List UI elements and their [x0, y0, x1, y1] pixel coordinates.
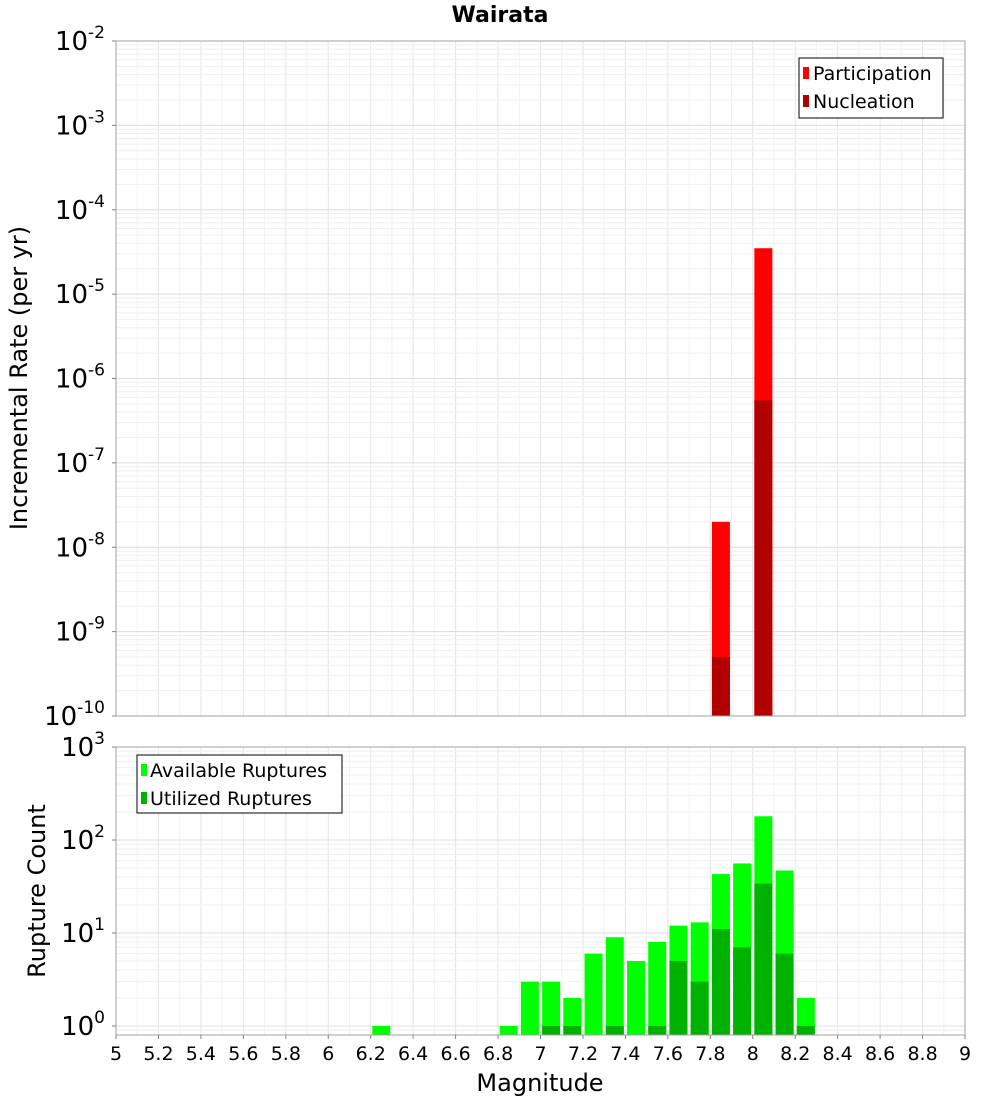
- top-y-tick-label: 10-4: [55, 192, 105, 226]
- legend-swatch-available: [141, 764, 147, 776]
- top-y-axis-label: Incremental Rate (per yr): [5, 226, 33, 530]
- available-ruptures-bar: [605, 937, 624, 1035]
- available-ruptures-bar: [563, 997, 582, 1035]
- utilized-ruptures-bar: [563, 1025, 582, 1035]
- x-tick-label: 8.8: [907, 1043, 937, 1065]
- x-tick-label: 8: [747, 1043, 759, 1065]
- x-tick-label: 6.8: [483, 1043, 513, 1065]
- x-tick-label: 5: [110, 1043, 122, 1065]
- top-y-tick-label: 10-3: [55, 107, 105, 141]
- available-ruptures-bar: [648, 942, 667, 1035]
- top-y-tick-label: 10-7: [55, 445, 105, 479]
- top-y-tick-label: 10-10: [44, 698, 105, 732]
- x-tick-label: 8.4: [823, 1043, 853, 1065]
- bottom-y-tick-label: 101: [61, 915, 105, 949]
- x-tick-label: 7: [534, 1043, 546, 1065]
- utilized-ruptures-bar: [754, 883, 773, 1035]
- utilized-ruptures-bar: [711, 929, 730, 1035]
- x-axis-label: Magnitude: [476, 1069, 603, 1097]
- top-y-tick-label: 10-9: [55, 614, 105, 648]
- legend-swatch-nucleation: [803, 95, 809, 107]
- bottom-y-tick-label: 100: [61, 1008, 105, 1042]
- top-y-tick-label: 10-5: [55, 276, 105, 310]
- available-ruptures-bar: [520, 981, 539, 1035]
- x-tick-label: 7.8: [695, 1043, 725, 1065]
- rate-bar-nucleation: [754, 400, 773, 716]
- x-tick-label: 7.6: [653, 1043, 683, 1065]
- utilized-ruptures-bar: [796, 1025, 815, 1035]
- x-tick-label: 8.2: [780, 1043, 810, 1065]
- bottom-y-tick-label: 103: [61, 729, 105, 763]
- legend-label-available: Available Ruptures: [150, 760, 327, 782]
- x-tick-label: 8.6: [865, 1043, 895, 1065]
- available-ruptures-bar: [542, 981, 561, 1035]
- available-ruptures-bar: [372, 1025, 391, 1035]
- legend-label-nucleation: Nucleation: [813, 91, 915, 113]
- legend-label-participation: Participation: [813, 63, 932, 85]
- available-ruptures-bar: [499, 1025, 518, 1035]
- utilized-ruptures-bar: [542, 1025, 561, 1035]
- available-ruptures-bar: [627, 960, 646, 1035]
- bottom-y-tick-label: 102: [61, 822, 105, 856]
- x-tick-label: 9: [959, 1043, 971, 1065]
- bottom-y-axis-label: Rupture Count: [23, 804, 51, 978]
- legend-swatch-utilized: [141, 792, 147, 804]
- x-tick-label: 6.6: [440, 1043, 470, 1065]
- legend-label-utilized: Utilized Ruptures: [150, 788, 312, 810]
- x-tick-label: 7.4: [610, 1043, 640, 1065]
- available-ruptures-bar: [796, 997, 815, 1035]
- utilized-ruptures-bar: [648, 1025, 667, 1035]
- x-tick-label: 6.2: [356, 1043, 386, 1065]
- legend-swatch-participation: [803, 67, 809, 79]
- available-ruptures-bar: [584, 953, 603, 1035]
- bottom-legend-box: [136, 754, 343, 814]
- chart-title: Wairata: [452, 3, 549, 28]
- top-y-tick-label: 10-6: [55, 361, 105, 395]
- top-legend-box: [798, 57, 944, 119]
- x-tick-label: 7.2: [568, 1043, 598, 1065]
- top-y-tick-label: 10-2: [55, 23, 105, 57]
- utilized-ruptures-bar: [669, 960, 688, 1035]
- x-tick-label: 6.4: [398, 1043, 428, 1065]
- utilized-ruptures-bar: [605, 1025, 624, 1035]
- x-tick-label: 5.8: [271, 1043, 301, 1065]
- utilized-ruptures-bar: [690, 981, 709, 1035]
- x-tick-label: 6: [322, 1043, 334, 1065]
- top-y-tick-label: 10-8: [55, 529, 105, 563]
- x-tick-label: 5.2: [143, 1043, 173, 1065]
- utilized-ruptures-bar: [733, 947, 752, 1035]
- rate-bar-nucleation: [711, 657, 730, 716]
- x-tick-label: 5.4: [186, 1043, 216, 1065]
- x-tick-label: 5.6: [228, 1043, 258, 1065]
- utilized-ruptures-bar: [775, 953, 794, 1035]
